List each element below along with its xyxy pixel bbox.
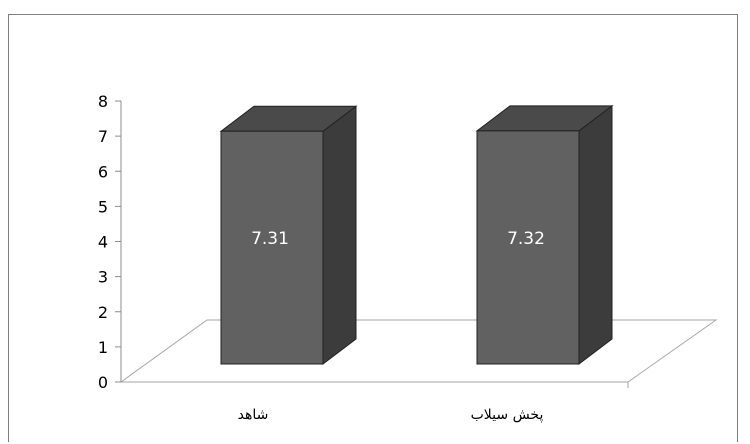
- y-tick-label: 0: [98, 373, 108, 392]
- floor-plane: [119, 319, 718, 383]
- bar-data-label: 7.31: [251, 229, 289, 249]
- y-tick-label: 7: [98, 127, 108, 146]
- category-label: پخش سیلاب: [471, 407, 544, 423]
- y-tick-label: 5: [98, 197, 108, 216]
- bar-data-label: 7.32: [507, 229, 545, 249]
- y-tick-label: 1: [98, 338, 108, 357]
- y-axis: 0 1 2 3 4 5 6 7 8: [98, 92, 122, 392]
- bar-series: 7.31 7.32: [219, 104, 614, 366]
- category-label: شاهد: [238, 407, 269, 423]
- y-tick-label: 6: [98, 162, 108, 181]
- bar-side-face: [578, 104, 613, 366]
- y-tick-label: 2: [98, 303, 108, 322]
- bar: 7.31: [219, 105, 358, 366]
- bar-front-face: [476, 130, 580, 365]
- chart-floor: [119, 319, 718, 388]
- category-axis: شاهد پخش سیلاب: [238, 407, 544, 423]
- y-tick-label: 4: [98, 233, 108, 252]
- y-tick-label: 3: [98, 268, 108, 287]
- bar-front-face: [220, 130, 324, 365]
- y-tick-label: 8: [98, 92, 108, 111]
- bar: 7.32: [475, 104, 614, 366]
- bar-side-face: [322, 105, 357, 366]
